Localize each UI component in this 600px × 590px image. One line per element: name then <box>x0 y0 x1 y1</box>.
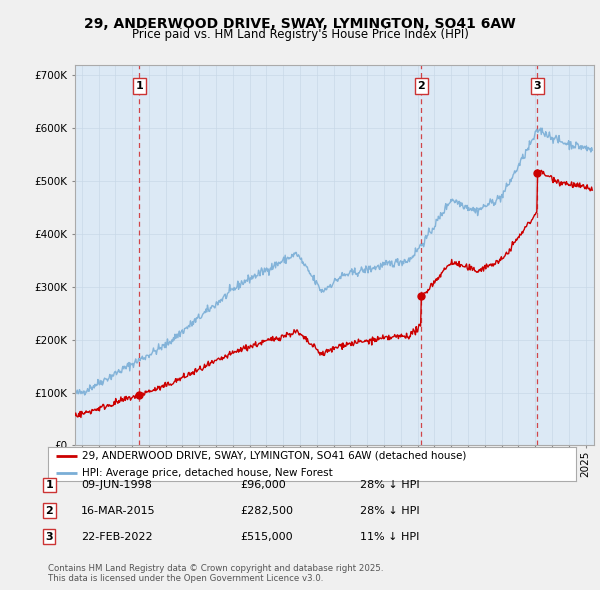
Text: 28% ↓ HPI: 28% ↓ HPI <box>360 480 419 490</box>
Text: HPI: Average price, detached house, New Forest: HPI: Average price, detached house, New … <box>82 468 333 478</box>
Text: 2: 2 <box>46 506 53 516</box>
Text: 11% ↓ HPI: 11% ↓ HPI <box>360 532 419 542</box>
Text: Price paid vs. HM Land Registry's House Price Index (HPI): Price paid vs. HM Land Registry's House … <box>131 28 469 41</box>
Text: £515,000: £515,000 <box>240 532 293 542</box>
Text: 16-MAR-2015: 16-MAR-2015 <box>81 506 155 516</box>
Text: 1: 1 <box>46 480 53 490</box>
Text: 09-JUN-1998: 09-JUN-1998 <box>81 480 152 490</box>
Text: 22-FEB-2022: 22-FEB-2022 <box>81 532 152 542</box>
Text: 29, ANDERWOOD DRIVE, SWAY, LYMINGTON, SO41 6AW: 29, ANDERWOOD DRIVE, SWAY, LYMINGTON, SO… <box>84 17 516 31</box>
Text: £282,500: £282,500 <box>240 506 293 516</box>
Text: 29, ANDERWOOD DRIVE, SWAY, LYMINGTON, SO41 6AW (detached house): 29, ANDERWOOD DRIVE, SWAY, LYMINGTON, SO… <box>82 451 467 461</box>
Text: 28% ↓ HPI: 28% ↓ HPI <box>360 506 419 516</box>
Text: 1: 1 <box>136 81 143 91</box>
Text: Contains HM Land Registry data © Crown copyright and database right 2025.
This d: Contains HM Land Registry data © Crown c… <box>48 563 383 583</box>
Text: 3: 3 <box>533 81 541 91</box>
Text: 3: 3 <box>46 532 53 542</box>
Text: 2: 2 <box>417 81 425 91</box>
Text: £96,000: £96,000 <box>240 480 286 490</box>
